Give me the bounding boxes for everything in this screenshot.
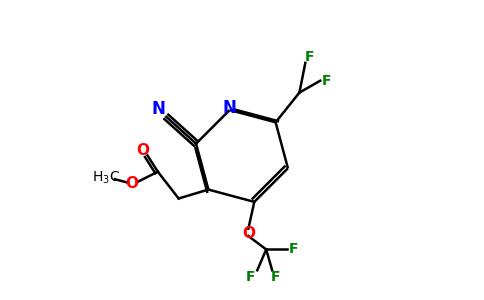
Text: O: O bbox=[136, 142, 150, 158]
Text: F: F bbox=[289, 242, 298, 256]
Text: N: N bbox=[223, 99, 237, 117]
Text: F: F bbox=[322, 74, 332, 88]
Text: O: O bbox=[242, 226, 255, 241]
Text: O: O bbox=[125, 176, 138, 191]
Text: F: F bbox=[305, 50, 315, 64]
Text: F: F bbox=[246, 270, 256, 284]
Text: F: F bbox=[271, 270, 280, 284]
Text: N: N bbox=[152, 100, 166, 118]
Text: H$_3$C: H$_3$C bbox=[92, 169, 120, 186]
